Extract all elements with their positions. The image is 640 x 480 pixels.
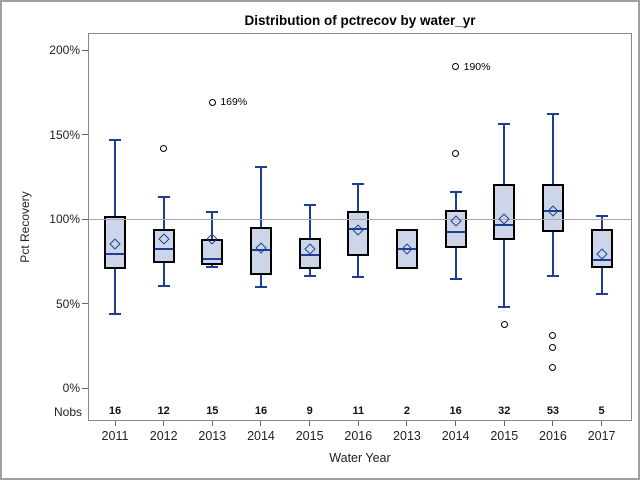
box xyxy=(541,184,564,232)
whisker-cap-bottom xyxy=(206,266,219,269)
y-tick-label: 150% xyxy=(49,127,80,142)
box xyxy=(298,238,321,269)
x-tick-mark xyxy=(601,421,603,426)
y-tick-label: 50% xyxy=(55,296,80,311)
outlier-value-label: 169% xyxy=(220,96,248,109)
x-tick-label: 2016 xyxy=(344,429,373,443)
outlier-point xyxy=(549,332,557,340)
x-tick-label: 2015 xyxy=(295,429,324,443)
median-line xyxy=(592,258,611,261)
whisker-cap-bottom xyxy=(546,275,559,278)
y-tick-mark xyxy=(82,218,88,220)
median-line xyxy=(495,223,514,226)
x-tick-mark xyxy=(455,421,457,426)
x-tick-label: 2012 xyxy=(149,429,178,443)
y-tick-label: 100% xyxy=(49,212,80,226)
median-line xyxy=(154,248,173,251)
whisker-cap-bottom xyxy=(157,284,170,287)
whisker-cap-bottom xyxy=(303,275,316,278)
box xyxy=(493,183,516,241)
median-line xyxy=(300,254,319,257)
whisker-cap-top xyxy=(546,113,559,116)
x-tick-mark xyxy=(114,421,116,426)
y-tick-mark xyxy=(82,134,88,135)
x-tick-label: 2016 xyxy=(539,429,567,443)
x-axis-title: Water Year xyxy=(329,451,391,465)
outlier-point xyxy=(452,149,460,157)
nobs-value: 16 xyxy=(449,405,462,417)
outlier-point xyxy=(549,364,557,372)
median-line xyxy=(446,230,465,233)
x-tick-label: 2014 xyxy=(247,429,275,443)
x-tick-mark xyxy=(260,421,262,426)
x-tick-label: 2011 xyxy=(101,429,129,443)
y-tick-mark xyxy=(82,387,88,389)
y-tick-mark xyxy=(82,49,88,51)
median-line xyxy=(397,247,416,250)
whisker-cap-top xyxy=(352,182,365,185)
nobs-value: 15 xyxy=(206,405,219,417)
x-tick-mark xyxy=(503,421,505,426)
box xyxy=(347,211,370,257)
x-tick-mark xyxy=(163,421,165,426)
y-tick-mark xyxy=(82,303,88,304)
whisker-cap-bottom xyxy=(498,305,511,308)
nobs-value: 5 xyxy=(598,405,605,417)
outlier-point xyxy=(500,321,508,329)
x-tick-label: 2013 xyxy=(393,429,421,443)
whisker-cap-top xyxy=(109,138,121,141)
x-tick-mark xyxy=(552,421,554,426)
x-tick-mark xyxy=(357,421,359,426)
median-line xyxy=(543,209,562,212)
x-tick-mark xyxy=(211,421,213,426)
nobs-value: 11 xyxy=(352,405,365,417)
nobs-value: 2 xyxy=(403,405,411,417)
median-line xyxy=(203,257,222,260)
box xyxy=(104,215,126,269)
whisker-line xyxy=(259,166,262,287)
whisker-cap-top xyxy=(254,165,267,168)
nobs-value: 16 xyxy=(108,405,122,417)
nobs-value: 12 xyxy=(157,405,170,417)
nobs-value: 9 xyxy=(306,405,313,417)
box xyxy=(152,229,175,263)
median-line xyxy=(251,249,270,252)
outlier-point xyxy=(452,63,460,71)
nobs-value: 16 xyxy=(254,405,268,417)
whisker-cap-bottom xyxy=(595,293,608,296)
y-tick-label: 0% xyxy=(62,381,80,395)
outlier-value-label: 190% xyxy=(463,60,491,73)
outlier-point xyxy=(208,98,216,106)
whisker-cap-top xyxy=(449,190,462,193)
whisker-cap-bottom xyxy=(109,312,121,315)
x-tick-label: 2017 xyxy=(587,429,616,443)
median-line xyxy=(106,253,124,256)
outlier-point xyxy=(160,144,168,152)
whisker-cap-top xyxy=(303,203,316,206)
x-tick-label: 2014 xyxy=(441,429,470,443)
x-tick-mark xyxy=(309,421,311,426)
x-tick-label: 2015 xyxy=(490,429,519,443)
nobs-value: 53 xyxy=(546,405,560,417)
median-line xyxy=(349,228,368,231)
whisker-cap-top xyxy=(206,211,219,214)
outlier-point xyxy=(549,343,557,351)
whisker-cap-top xyxy=(595,215,608,218)
box xyxy=(590,229,613,268)
whisker-cap-bottom xyxy=(254,285,267,288)
whisker-cap-bottom xyxy=(352,276,365,279)
nobs-value: 32 xyxy=(498,405,511,417)
whisker-cap-top xyxy=(498,123,511,126)
x-tick-mark xyxy=(406,421,408,426)
whisker-cap-top xyxy=(157,196,170,199)
y-axis-title: Pct Recovery xyxy=(18,191,32,263)
reference-line-100pct xyxy=(89,218,631,220)
x-tick-label: 2013 xyxy=(198,429,227,443)
chart-title: Distribution of pctrecov by water_yr xyxy=(244,13,476,28)
nobs-row-label: Nobs xyxy=(53,405,82,419)
whisker-cap-bottom xyxy=(449,277,462,280)
y-tick-label: 200% xyxy=(49,43,80,57)
